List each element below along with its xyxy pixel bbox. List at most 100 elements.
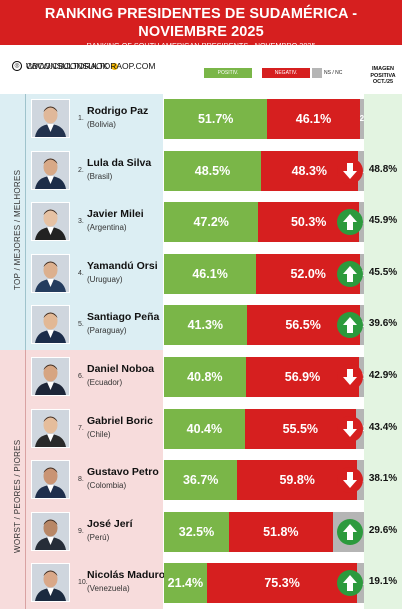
- president-name: José Jerí: [87, 518, 133, 530]
- country-label: (Brasil): [87, 172, 113, 181]
- legend-positive-label: POSITIV.: [217, 70, 239, 76]
- president-name: Lula da Silva: [87, 157, 152, 169]
- bar-positive: 40.4%: [164, 409, 245, 449]
- arrow-up-icon: [337, 570, 363, 596]
- approval-bar: 40.8%56.9%2.3: [164, 357, 364, 397]
- approval-bar: 32.5%51.8%15.7%: [164, 512, 364, 552]
- president-photo: [31, 460, 70, 499]
- subtitle-portuguese: RANKING DE PRESIDENTES DA AMÉRICA DO SUL…: [80, 50, 322, 59]
- bar-positive: 40.8%: [164, 357, 246, 397]
- president-photo: [31, 202, 70, 241]
- previous-image-value: 29.6%: [368, 525, 398, 536]
- approval-bar: 47.2%50.3%2.5: [164, 202, 364, 242]
- legend-ns-swatch: [312, 68, 322, 78]
- ok-badge-icon: [111, 62, 119, 70]
- page-title: RANKING PRESIDENTES DE SUDAMÉRICA - NOVI…: [44, 6, 358, 40]
- arrow-down-icon: [337, 416, 363, 442]
- arrow-down-icon: [337, 158, 363, 184]
- website-row: ◎ WWW.CBCONSULTORAOP.COM: [12, 60, 402, 72]
- country-label: (Argentina): [87, 223, 127, 232]
- president-photo: [31, 357, 70, 396]
- president-photo: [31, 563, 70, 602]
- previous-image-value: 48.8%: [368, 164, 398, 175]
- table-row: 1.Rodrigo Paz (Bolivia) 51.7%46.1%2.2: [0, 94, 402, 144]
- bar-positive: 48.5%: [164, 151, 261, 191]
- country-label: (Colombia): [87, 481, 127, 490]
- president-photo: [31, 305, 70, 344]
- legend-ns: NS / NC: [312, 68, 356, 78]
- president-photo: [31, 512, 70, 551]
- country-label: (Paraguay): [87, 326, 127, 335]
- table-row: 7.Gabriel Boric (Chile) 40.4%55.5%4.1 43.4%: [0, 404, 402, 454]
- previous-image-value: 45.5%: [368, 267, 398, 278]
- president-name: Nicolás Maduro: [87, 569, 166, 581]
- table-row: 4.Yamandú Orsi (Uruguay) 46.1%52.0%1.9 45.5…: [0, 249, 402, 299]
- rank-number: 6.: [78, 373, 84, 380]
- country-label: (Bolivia): [87, 120, 116, 129]
- bar-negative: 46.1%: [267, 99, 360, 139]
- legend-negative-swatch: [262, 68, 310, 78]
- president-name: Santiago Peña: [87, 311, 160, 323]
- globe-icon: ◎: [12, 61, 22, 71]
- approval-bar: 48.5%48.3%3.2: [164, 151, 364, 191]
- approval-bar: 40.4%55.5%4.1: [164, 409, 364, 449]
- table-row: 3.Javier Milei (Argentina) 47.2%50.3%2.5 45…: [0, 197, 402, 247]
- bar-positive: 46.1%: [164, 254, 257, 294]
- previous-image-value: 43.4%: [368, 422, 398, 433]
- legend-negative-label: NEGATIV.: [274, 70, 298, 76]
- bar-positive: 41.3%: [164, 305, 247, 345]
- bar-negative: 75.3%: [206, 563, 358, 603]
- arrow-up-icon: [337, 209, 363, 235]
- table-row: 10.Nicolás Maduro (Venezuela) 21.4%75.3%3.…: [0, 558, 402, 608]
- group-rail-worst: WORST / PEORES / PIORES: [0, 350, 26, 609]
- rank-number: 2.: [78, 167, 84, 174]
- bar-negative: 51.8%: [229, 512, 333, 552]
- rank-number: 4.: [78, 270, 84, 277]
- bar-negative: 55.5%: [244, 409, 356, 449]
- country-label: (Ecuador): [87, 378, 123, 387]
- bar-positive: 21.4%: [164, 563, 207, 603]
- rank-number: 7.: [78, 425, 84, 432]
- previous-image-value: 38.1%: [368, 473, 398, 484]
- image-column-header: IMAGEN POSITIVA OCT./25: [370, 66, 396, 85]
- country-label: (Chile): [87, 430, 111, 439]
- table-row: 8.Gustavo Petro (Colombia) 36.7%59.8%3.5 38…: [0, 455, 402, 505]
- legend-positive: POSITIV.: [204, 68, 252, 78]
- previous-image-value: 19.1%: [368, 576, 398, 587]
- group-rail-top: TOP / MEJORES / MELHORES: [0, 94, 26, 350]
- table-row: 2.Lula da Silva (Brasil) 48.5%48.3%3.2 48.8…: [0, 146, 402, 196]
- country-label: (Perú): [87, 533, 110, 542]
- president-photo: [31, 99, 70, 138]
- president-name: Rodrigo Paz: [87, 105, 149, 117]
- rank-number: 5.: [78, 321, 84, 328]
- president-name: Gabriel Boric: [87, 415, 153, 427]
- image-column-band: [364, 94, 402, 609]
- rank-number: 3.: [78, 218, 84, 225]
- president-name: Daniel Noboa: [87, 363, 155, 375]
- table-row: 9.José Jerí (Perú) 32.5%51.8%15.7% 29.6%: [0, 507, 402, 557]
- previous-image-value: 45.9%: [368, 215, 398, 226]
- subtitle-english: RANKING OF SOUTH AMERICAN PRESIDENTS - N…: [86, 41, 316, 50]
- arrow-down-icon: [337, 364, 363, 390]
- president-name: Javier Milei: [87, 208, 144, 220]
- country-label: (Uruguay): [87, 275, 123, 284]
- bar-positive: 51.7%: [164, 99, 268, 139]
- president-photo: [31, 409, 70, 448]
- social-handle: CBCONSULTORAOK: [26, 61, 109, 71]
- approval-bar: 51.7%46.1%2.2: [164, 99, 364, 139]
- table-row: 6.Daniel Noboa (Ecuador) 40.8%56.9%2.3 42.9…: [0, 352, 402, 402]
- arrow-down-icon: [337, 467, 363, 493]
- arrow-up-icon: [337, 519, 363, 545]
- bar-positive: 32.5%: [164, 512, 229, 552]
- bar-ns: 2.2: [359, 99, 364, 139]
- website-link[interactable]: WWW.CBCONSULTORAOP.COM: [26, 61, 156, 71]
- country-label: (Venezuela): [87, 584, 130, 593]
- bar-positive: 47.2%: [164, 202, 259, 242]
- president-photo: [31, 254, 70, 293]
- legend-negative: NEGATIV.: [262, 68, 310, 78]
- approval-bar: 46.1%52.0%1.9: [164, 254, 364, 294]
- previous-image-value: 39.6%: [368, 318, 398, 329]
- president-name: Gustavo Petro: [87, 466, 159, 478]
- header-banner: RANKING PRESIDENTES DE SUDAMÉRICA - NOVI…: [0, 0, 402, 59]
- rank-number: 1.: [78, 115, 84, 122]
